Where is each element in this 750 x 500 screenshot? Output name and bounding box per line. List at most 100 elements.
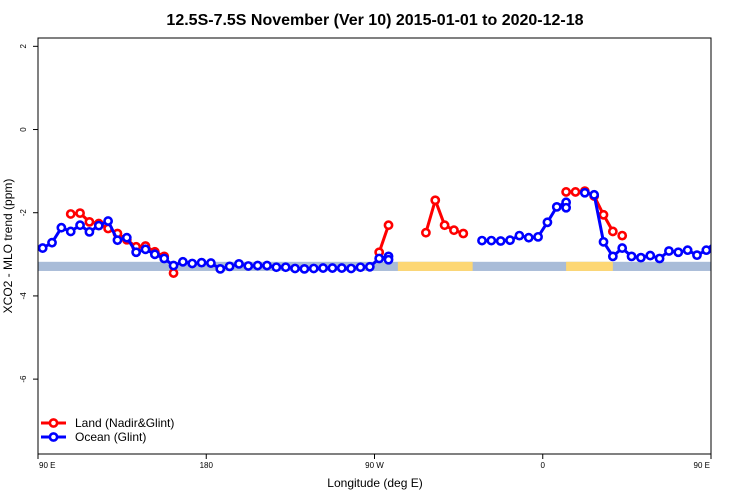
- series-1-point: [523, 232, 534, 243]
- series-0-point: [740, 210, 747, 217]
- series-0-point: [449, 225, 459, 236]
- y-tick-label: -6: [19, 375, 28, 383]
- legend-label-0: Land (Nadir&Glint): [75, 416, 174, 430]
- series-1-point: [505, 235, 515, 246]
- series-0-point: [75, 208, 85, 219]
- plot-content: [38, 186, 750, 278]
- series-0-point: [383, 220, 394, 231]
- series-1-point: [589, 189, 600, 200]
- series-1-point: [93, 220, 104, 231]
- series-0-point: [617, 230, 628, 241]
- legend-marker-1: [48, 432, 59, 442]
- y-tick-label: -4: [19, 292, 28, 300]
- series-1-point: [336, 263, 347, 273]
- series-1-point: [121, 232, 132, 243]
- series-1-point: [262, 260, 272, 271]
- series-1-point: [149, 249, 160, 260]
- series-1-point: [682, 245, 693, 256]
- series-1-point: [234, 258, 244, 269]
- series-0-point: [84, 216, 95, 227]
- y-tick-label: 0: [19, 127, 28, 132]
- series-1-point: [701, 245, 711, 256]
- series-1-point: [168, 260, 179, 271]
- series-1-point: [692, 250, 702, 261]
- series-1-point: [215, 263, 226, 274]
- x-tick-label: 180: [200, 461, 214, 470]
- series-1-point: [196, 257, 207, 268]
- series-1-point: [710, 240, 711, 244]
- series-1-point: [579, 187, 590, 198]
- x-tick-label: 0: [541, 461, 546, 470]
- series-1-point: [561, 202, 572, 213]
- series-1-point: [645, 250, 656, 261]
- series-1-point: [495, 236, 506, 246]
- legend-marker-0: [48, 418, 59, 428]
- series-1-point: [533, 231, 543, 242]
- series-1-point: [75, 220, 85, 231]
- series-0-point: [458, 228, 469, 239]
- y-tick-label: 2: [19, 44, 28, 49]
- series-1-point: [131, 247, 142, 258]
- series-0-point: [439, 220, 450, 231]
- series-1-point: [617, 243, 628, 253]
- series-1-point: [477, 235, 487, 246]
- chart-title: 12.5S-7.5S November (Ver 10) 2015-01-01 …: [166, 12, 583, 29]
- plot-area: [38, 186, 750, 278]
- series-0-point: [607, 226, 618, 237]
- x-tick-label: 90 W: [365, 461, 384, 470]
- series-0-line-6: [744, 213, 750, 252]
- series-1-point: [626, 251, 637, 262]
- series-1-point: [84, 226, 95, 237]
- series-1-point: [383, 254, 394, 265]
- series-1-point: [252, 260, 263, 271]
- series-1-point: [673, 247, 684, 258]
- series-1-point: [140, 244, 151, 255]
- series-1-point: [103, 216, 114, 226]
- x-axis-label: Longitude (deg E): [327, 476, 422, 490]
- series-1-point: [731, 228, 738, 235]
- axes: 90 E 180 90 W 0 90 E 2 0 -2 -4 -6: [19, 44, 712, 470]
- series-1: [38, 187, 738, 274]
- series-1-point: [598, 236, 609, 247]
- series-1-point: [346, 263, 357, 274]
- x-tick-label: 90 E: [39, 461, 55, 470]
- series-0-point: [65, 209, 76, 219]
- series-1-point: [290, 263, 300, 274]
- series-1-point: [551, 201, 562, 212]
- series-0-point: [168, 268, 179, 278]
- series-1-point: [364, 261, 375, 272]
- series-1-point: [374, 253, 385, 264]
- series-0-point: [421, 227, 431, 238]
- series-1-point: [664, 246, 674, 256]
- series-1-point: [355, 262, 366, 273]
- series-1-point: [654, 253, 665, 264]
- series-1-point: [607, 251, 618, 262]
- series-1-point: [159, 253, 170, 264]
- land-surface-band-0: [397, 261, 473, 271]
- series-1-point: [635, 252, 646, 263]
- series-1-point: [56, 222, 67, 233]
- series-1-point: [112, 235, 123, 246]
- legend: Land (Nadir&Glint)Ocean (Glint): [41, 416, 174, 444]
- series-1-point: [47, 237, 57, 248]
- series-1-point: [486, 235, 497, 246]
- series-1-point: [299, 263, 310, 274]
- series-0-point: [561, 187, 572, 197]
- legend-label-1: Ocean (Glint): [75, 430, 146, 444]
- series-1-point: [308, 263, 319, 274]
- y-tick-label: -2: [19, 209, 28, 217]
- series-1-point: [224, 261, 235, 272]
- y-axis-label: XCO2 - MLO trend (ppm): [1, 179, 15, 314]
- series-1-point: [542, 217, 553, 228]
- series-1-point: [721, 226, 728, 233]
- series-1-point: [243, 261, 254, 271]
- series-1-point: [514, 230, 525, 241]
- series-1-point: [280, 262, 291, 273]
- series-0-point: [570, 187, 581, 197]
- series-1-point: [318, 263, 328, 273]
- series-1-point: [177, 256, 188, 267]
- series-1-point: [38, 243, 48, 253]
- series-1-point: [271, 262, 282, 273]
- series-1-point: [327, 263, 338, 273]
